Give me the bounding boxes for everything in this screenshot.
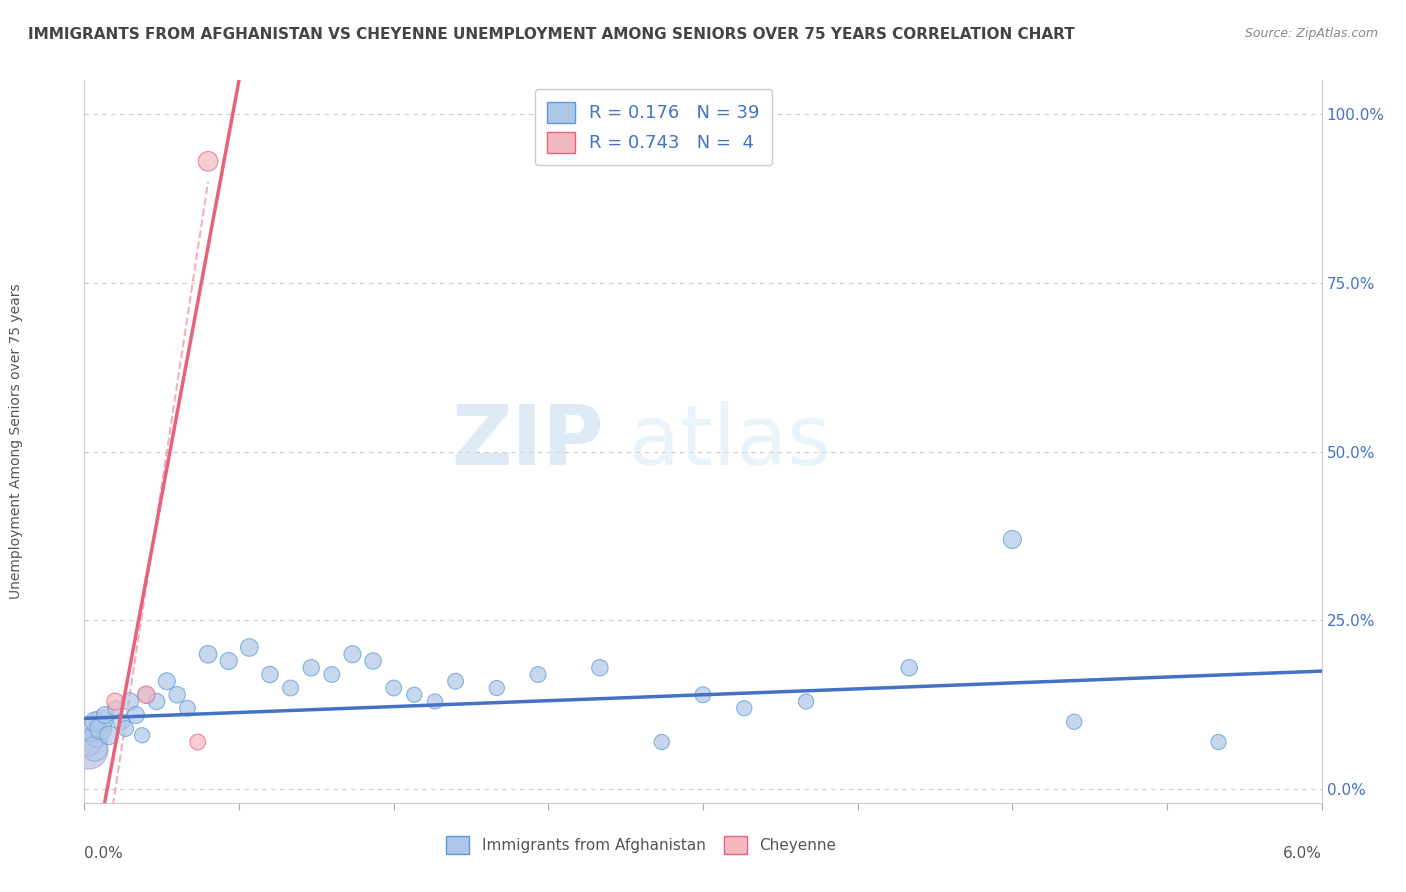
Point — [135, 688, 157, 702]
Point — [104, 694, 127, 708]
Point — [118, 694, 141, 708]
Point — [898, 661, 921, 675]
Point — [423, 694, 446, 708]
Point — [90, 722, 112, 736]
Point — [1063, 714, 1085, 729]
Point — [98, 728, 121, 742]
Point — [166, 688, 188, 702]
Point — [1001, 533, 1024, 547]
Point — [794, 694, 817, 708]
Point — [197, 647, 219, 661]
Point — [83, 741, 105, 756]
Text: ZIP: ZIP — [451, 401, 605, 482]
Legend: Immigrants from Afghanistan, Cheyenne: Immigrants from Afghanistan, Cheyenne — [440, 830, 842, 860]
Point — [197, 154, 219, 169]
Point — [299, 661, 322, 675]
Point — [238, 640, 260, 655]
Text: Source: ZipAtlas.com: Source: ZipAtlas.com — [1244, 27, 1378, 40]
Point — [77, 741, 100, 756]
Point — [361, 654, 384, 668]
Point — [321, 667, 343, 681]
Point — [733, 701, 755, 715]
Point — [527, 667, 550, 681]
Point — [404, 688, 426, 702]
Point — [77, 735, 100, 749]
Point — [104, 701, 127, 715]
Point — [94, 708, 117, 723]
Point — [83, 714, 105, 729]
Point — [218, 654, 240, 668]
Text: Unemployment Among Seniors over 75 years: Unemployment Among Seniors over 75 years — [10, 284, 24, 599]
Point — [187, 735, 209, 749]
Point — [145, 694, 167, 708]
Point — [82, 722, 104, 736]
Point — [342, 647, 364, 661]
Text: IMMIGRANTS FROM AFGHANISTAN VS CHEYENNE UNEMPLOYMENT AMONG SENIORS OVER 75 YEARS: IMMIGRANTS FROM AFGHANISTAN VS CHEYENNE … — [28, 27, 1074, 42]
Point — [156, 674, 179, 689]
Point — [382, 681, 405, 695]
Point — [125, 708, 148, 723]
Point — [135, 688, 157, 702]
Text: atlas: atlas — [628, 401, 831, 482]
Point — [114, 722, 136, 736]
Point — [589, 661, 612, 675]
Point — [1208, 735, 1230, 749]
Point — [280, 681, 302, 695]
Point — [651, 735, 673, 749]
Point — [131, 728, 153, 742]
Point — [485, 681, 508, 695]
Point — [176, 701, 198, 715]
Text: 0.0%: 0.0% — [84, 847, 124, 861]
Point — [90, 714, 112, 729]
Point — [110, 714, 132, 729]
Point — [259, 667, 281, 681]
Point — [444, 674, 467, 689]
Point — [692, 688, 714, 702]
Point — [86, 728, 108, 742]
Text: 6.0%: 6.0% — [1282, 847, 1322, 861]
